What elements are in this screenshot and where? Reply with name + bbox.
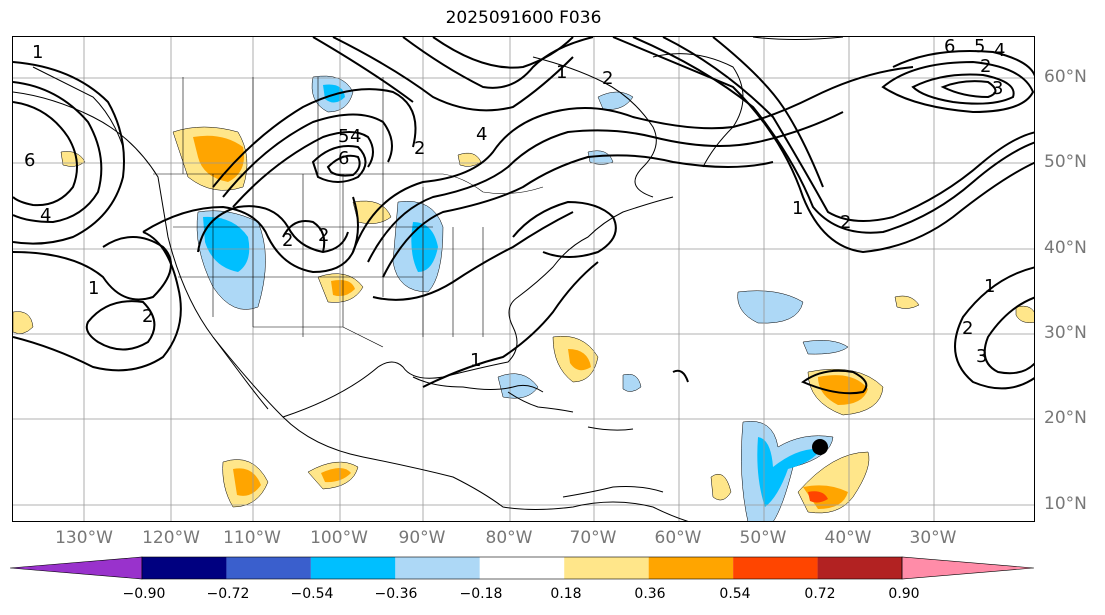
positive-anomaly-region xyxy=(321,468,351,483)
positive-anomaly-region xyxy=(568,349,591,371)
lon-label: 90°W xyxy=(398,528,446,548)
lon-label: 80°W xyxy=(485,528,533,548)
lat-label: 30°N xyxy=(1044,323,1087,343)
colorbar-tick-label: −0.54 xyxy=(290,586,334,602)
lat-label: 50°N xyxy=(1044,152,1087,172)
contour-label: 1 xyxy=(32,42,44,63)
colorbar-segment xyxy=(395,557,480,579)
positive-anomaly-region xyxy=(818,375,868,405)
colorbar-tick-label: −0.90 xyxy=(122,586,166,602)
lat-label: 10°N xyxy=(1044,494,1087,514)
lon-label: 30°W xyxy=(909,528,957,548)
negative-anomaly-region xyxy=(323,84,345,103)
map-canvas xyxy=(13,37,1034,521)
colorbar-tick-label: −0.18 xyxy=(459,586,503,602)
colorbar-segment xyxy=(310,557,396,579)
contour-label: 6 xyxy=(944,36,956,57)
colorbar-frame xyxy=(141,556,903,580)
contour-label: 2 xyxy=(980,56,992,77)
lon-label: 130°W xyxy=(55,528,113,548)
colorbar-tick-label: 0.36 xyxy=(634,586,666,602)
colorbar-segment xyxy=(564,557,649,579)
positive-anomaly-region xyxy=(60,151,86,167)
lon-label: 100°W xyxy=(310,528,368,548)
anomaly-shading xyxy=(13,75,1034,521)
contour-label: 6 xyxy=(24,150,36,171)
map-panel xyxy=(12,36,1035,522)
contour-label: 6 xyxy=(338,148,350,169)
lon-label: 40°W xyxy=(824,528,872,548)
lon-label: 110°W xyxy=(223,528,281,548)
colorbar-segment xyxy=(733,557,818,579)
positive-anomaly-region xyxy=(457,152,482,167)
contour-label: 2 xyxy=(840,212,852,233)
positive-anomaly-region xyxy=(710,473,732,501)
lat-label: 40°N xyxy=(1044,238,1087,258)
negative-anomaly-region xyxy=(597,91,634,110)
contour-label: 4 xyxy=(994,40,1006,61)
contour-label: 4 xyxy=(350,126,362,147)
colorbar-segment xyxy=(226,557,311,579)
map-title: 2025091600 F036 xyxy=(445,8,602,28)
contour-label: 2 xyxy=(142,306,154,327)
colorbar-tick-label: 0.90 xyxy=(888,586,920,602)
contour-label: 5 xyxy=(338,126,350,147)
positive-anomaly-region xyxy=(193,135,244,182)
negative-anomaly-region xyxy=(587,150,614,165)
colorbar-segment xyxy=(479,557,565,579)
contour-label: 2 xyxy=(962,318,974,339)
colorbar-segment xyxy=(817,557,902,579)
contour-label: 3 xyxy=(992,78,1004,99)
lon-label: 120°W xyxy=(142,528,200,548)
negative-anomaly-region xyxy=(411,222,438,272)
colorbar-segment xyxy=(142,557,227,579)
lon-label: 50°W xyxy=(739,528,787,548)
negative-anomaly-region xyxy=(802,340,849,355)
storm-center-marker xyxy=(812,439,828,455)
colorbar xyxy=(10,556,1035,580)
negative-anomaly-region xyxy=(622,374,642,392)
colorbar-tick-label: 0.18 xyxy=(550,586,582,602)
contour-label: 4 xyxy=(476,124,488,145)
contour-label: 2 xyxy=(318,225,330,246)
colorbar-tick-label: 0.54 xyxy=(719,586,751,602)
colorbar-tick-label: 0.72 xyxy=(804,586,836,602)
positive-anomaly-region xyxy=(13,311,34,334)
contour-label: 1 xyxy=(88,278,100,299)
colorbar-extend-min xyxy=(10,556,143,580)
negative-anomaly-region xyxy=(203,216,250,272)
height-contours xyxy=(13,37,1034,395)
contour-label: 1 xyxy=(556,62,568,83)
contour-label: 2 xyxy=(602,68,614,89)
political-borders xyxy=(153,77,544,348)
positive-anomaly-region xyxy=(1015,305,1034,323)
contour-label: 2 xyxy=(414,138,426,159)
contour-label: 1 xyxy=(470,350,482,371)
positive-anomaly-region xyxy=(894,295,920,309)
contour-label: 5 xyxy=(974,36,986,57)
lon-label: 70°W xyxy=(569,528,617,548)
contour-label: 1 xyxy=(792,198,804,219)
colorbar-extend-max xyxy=(901,556,1035,580)
contour-label: 3 xyxy=(976,346,988,367)
contour-label: 4 xyxy=(40,205,52,226)
contour-label: 2 xyxy=(282,230,294,251)
negative-anomaly-region xyxy=(757,437,821,507)
lon-label: 60°W xyxy=(654,528,702,548)
positive-anomaly-region xyxy=(233,468,261,496)
contour-label: 1 xyxy=(984,276,996,297)
colorbar-tick-label: −0.36 xyxy=(374,586,418,602)
negative-anomaly-region xyxy=(737,290,804,324)
lat-label: 20°N xyxy=(1044,408,1087,428)
colorbar-segment xyxy=(648,557,734,579)
lat-label: 60°N xyxy=(1044,67,1087,87)
positive-anomaly-region xyxy=(808,491,828,503)
colorbar-tick-label: −0.72 xyxy=(206,586,250,602)
coastlines xyxy=(13,37,844,521)
